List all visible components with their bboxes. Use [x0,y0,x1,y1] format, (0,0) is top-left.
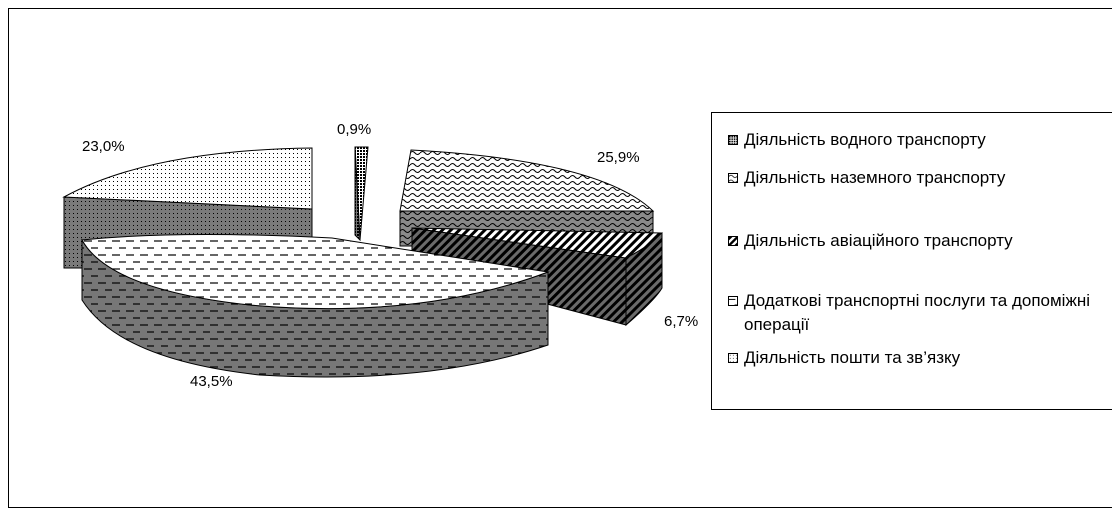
legend-label-land-transport: Діяльність наземного транспорту [744,168,1006,187]
legend-item-land-transport: Діяльність наземного транспорту [728,166,1112,190]
legend-label-water-transport: Діяльність водного транспорту [744,130,986,149]
legend: Діяльність водного транспорту Діяльність… [711,112,1112,410]
slice-air-transport [411,227,663,327]
auxiliary-services-swatch-icon [728,296,738,306]
slice-air-side [625,232,663,327]
legend-item-water-transport: Діяльність водного транспорту [728,128,1112,152]
legend-item-auxiliary-services: Додаткові транспортні послуги та допоміж… [728,289,1112,337]
label-land-transport: 25,9% [597,149,640,166]
legend-item-air-transport: Діяльність авіаційного транспорту [728,229,1112,253]
slice-water-transport [354,146,369,242]
air-transport-swatch-icon [728,236,738,246]
label-auxiliary-services: 43,5% [190,373,233,390]
legend-label-postal-communication: Діяльність пошти та зв’язку [744,348,961,367]
label-postal-communication: 23,0% [82,138,125,155]
water-transport-swatch-icon [728,135,738,145]
land-transport-swatch-icon [728,173,738,183]
legend-label-air-transport: Діяльність авіаційного транспорту [744,231,1013,250]
label-air-transport: 6,7% [664,313,698,330]
postal-communication-swatch-icon [728,353,738,363]
slice-aux-top [81,233,550,310]
slice-air-top [411,227,663,259]
slice-auxiliary-services [81,233,550,378]
slice-postal-top [62,147,313,210]
pie-chart: 0,9% 25,9% 6,7% 43,5% 23,0% [62,121,698,390]
slice-land-top [399,149,655,212]
legend-label-auxiliary-services: Додаткові транспортні послуги та допоміж… [744,291,1090,334]
legend-item-postal-communication: Діяльність пошти та зв’язку [728,346,1112,370]
slice-water-side [354,146,361,242]
label-water-transport: 0,9% [337,121,371,138]
